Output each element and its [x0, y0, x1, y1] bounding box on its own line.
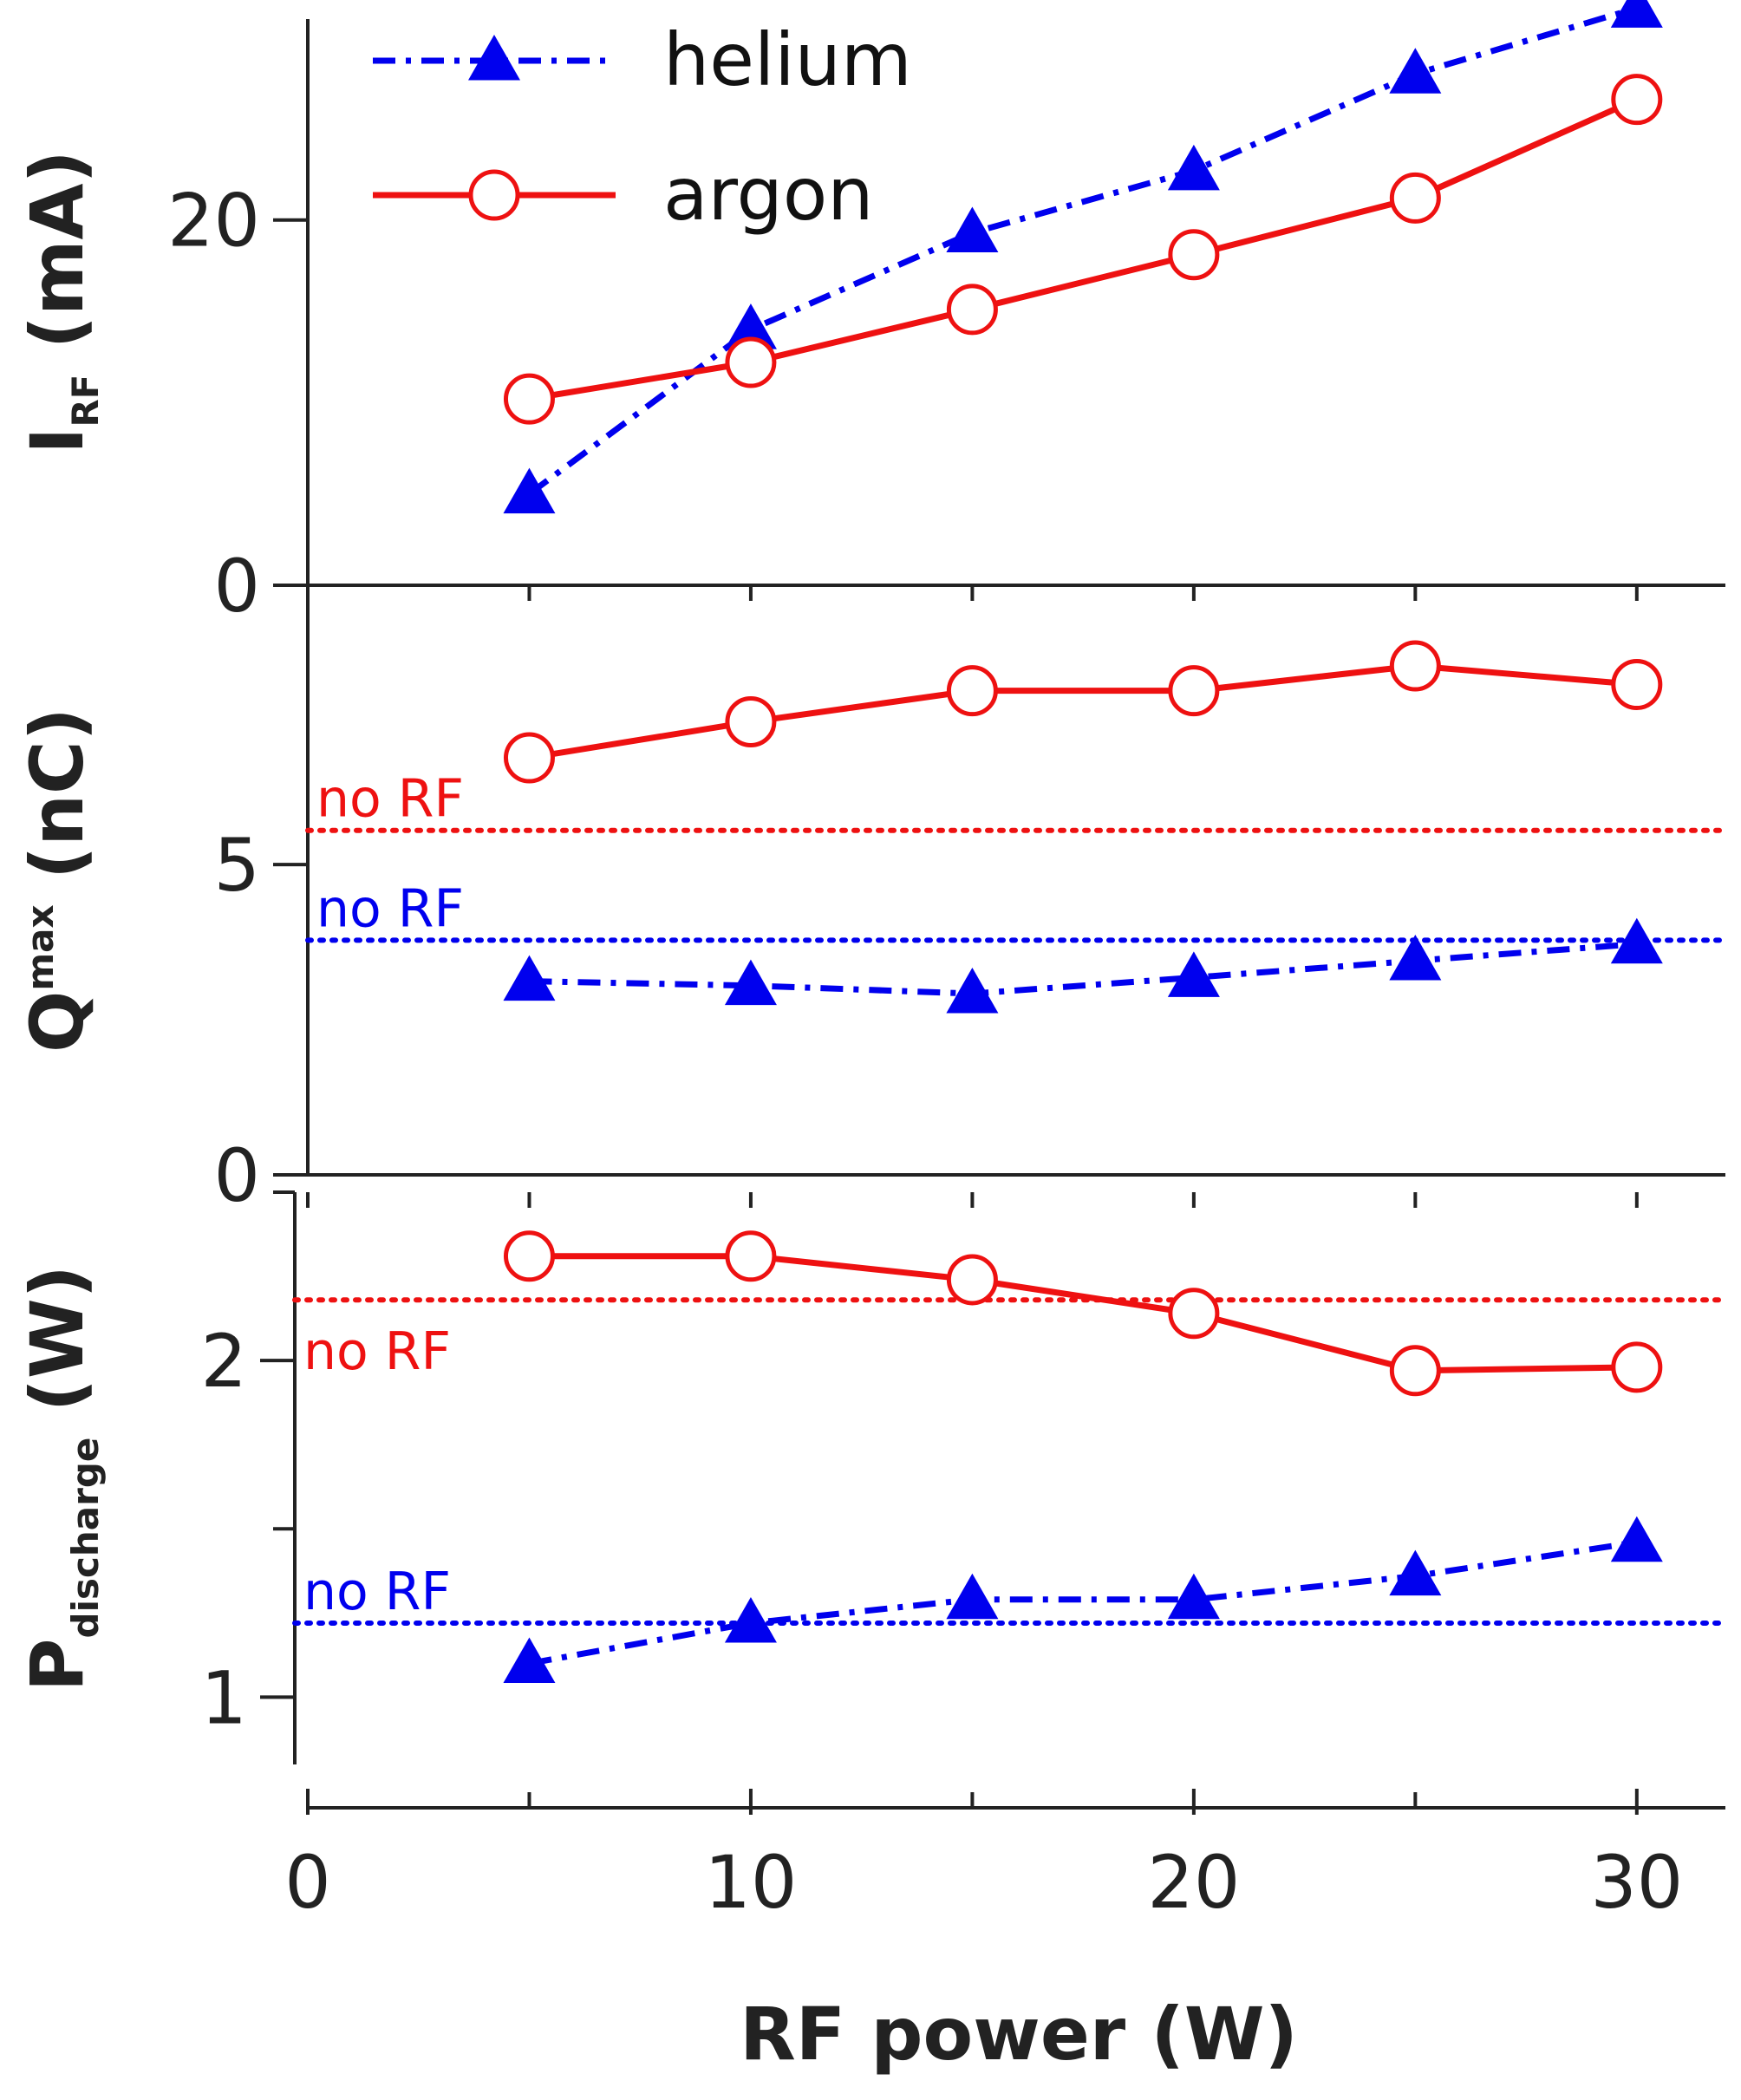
y-axis-title-unit: (nC): [15, 708, 100, 904]
point-helium-5: [503, 1637, 556, 1684]
legend-label-argon: argon: [663, 152, 873, 237]
y-tick-label: 20: [167, 179, 260, 264]
legend: helium argon: [373, 17, 912, 237]
panel-bottom: 1 2 Pdischarge (W) no RF no RF: [15, 1190, 1728, 1764]
point-helium-25: [1389, 1549, 1442, 1596]
y-axis-title: Qmax (nC): [15, 708, 100, 1053]
y-axis-title-sub: discharge: [64, 1438, 107, 1639]
x-axis-title: RF power (W): [740, 1992, 1298, 2077]
y-tick-label: 0: [214, 1133, 260, 1218]
point-argon-20: [1168, 1288, 1220, 1340]
panel-top: 0 20 IRF (mA): [15, 0, 1725, 629]
legend-marker-helium: [468, 35, 520, 81]
point-argon-30: [1611, 1341, 1663, 1393]
y-axis-title: Pdischarge (W): [15, 1265, 107, 1692]
point-argon-5: [503, 1230, 555, 1282]
y-axis-title: IRF (mA): [15, 150, 107, 454]
y-tick-label: 0: [214, 544, 260, 629]
x-tick-label: 10: [704, 1840, 797, 1925]
point-argon-30: [1611, 659, 1663, 711]
point-argon-20: [1168, 665, 1220, 717]
point-argon-10: [725, 1230, 777, 1282]
no-rf-label-helium: no RF: [303, 1562, 451, 1622]
point-helium-30: [1610, 917, 1663, 964]
legend-item-argon: argon: [373, 152, 873, 237]
x-tick-label: 30: [1590, 1840, 1683, 1925]
point-helium-15: [946, 1573, 999, 1620]
x-axis: 0 10 20 30 RF power (W): [284, 1789, 1725, 2077]
series-line-helium: [527, 5, 1638, 497]
point-argon-10: [725, 695, 777, 747]
y-tick-label: 1: [201, 1655, 247, 1740]
series-line-helium: [529, 941, 1638, 997]
series-line-argon: [529, 1253, 1637, 1374]
y-axis-title-sub: RF: [64, 375, 107, 427]
point-argon-25: [1389, 640, 1441, 692]
point-helium-15: [946, 967, 999, 1014]
legend-label-helium: helium: [663, 17, 912, 102]
y-tick-label: 5: [214, 823, 260, 908]
point-argon-30: [1611, 74, 1663, 126]
point-argon-5: [503, 373, 555, 425]
x-tick-label: 20: [1147, 1840, 1240, 1925]
y-axis-title-main: P: [15, 1638, 100, 1692]
panels: 0 20 IRF (mA) 0 5 Qmax (nC) no RF no RF 1 2 Pdisch…: [15, 0, 1728, 1764]
legend-item-helium: helium: [373, 17, 912, 102]
point-helium-30: [1610, 0, 1663, 28]
point-helium-25: [1389, 935, 1442, 981]
point-argon-25: [1389, 172, 1441, 224]
point-helium-20: [1167, 1573, 1220, 1620]
y-axis-title-sup: max: [19, 904, 62, 990]
point-helium-5: [503, 467, 556, 514]
series-line-argon: [528, 662, 1638, 761]
no-rf-label-argon: no RF: [316, 769, 464, 830]
x-tick-label: 0: [284, 1840, 330, 1925]
point-argon-10: [725, 336, 777, 388]
y-axis-title-main: Q: [15, 991, 100, 1053]
legend-marker-argon: [468, 169, 520, 221]
y-axis-title-unit: (W): [15, 1265, 100, 1438]
series-line-helium: [528, 1539, 1638, 1666]
point-helium-15: [946, 206, 999, 252]
point-helium-25: [1389, 48, 1442, 94]
point-helium-10: [724, 303, 777, 349]
point-argon-15: [946, 284, 998, 336]
no-rf-label-helium: no RF: [316, 878, 464, 939]
point-helium-20: [1167, 144, 1220, 191]
point-helium-5: [503, 955, 556, 1001]
point-helium-10: [724, 959, 777, 1006]
point-argon-25: [1389, 1345, 1441, 1397]
series-line-argon: [528, 96, 1639, 402]
point-helium-10: [724, 1596, 777, 1643]
y-axis-title-unit: (mA): [15, 150, 100, 375]
point-helium-20: [1167, 951, 1220, 997]
point-argon-15: [946, 665, 998, 717]
panel-middle: 0 5 Qmax (nC) no RF no RF: [15, 585, 1728, 1218]
y-axis-title-main: I: [15, 427, 100, 454]
point-helium-30: [1610, 1516, 1663, 1562]
y-tick-label: 2: [201, 1319, 247, 1404]
point-argon-5: [503, 732, 555, 784]
point-argon-20: [1168, 229, 1220, 281]
point-argon-15: [946, 1254, 998, 1306]
no-rf-label-argon: no RF: [303, 1321, 451, 1382]
